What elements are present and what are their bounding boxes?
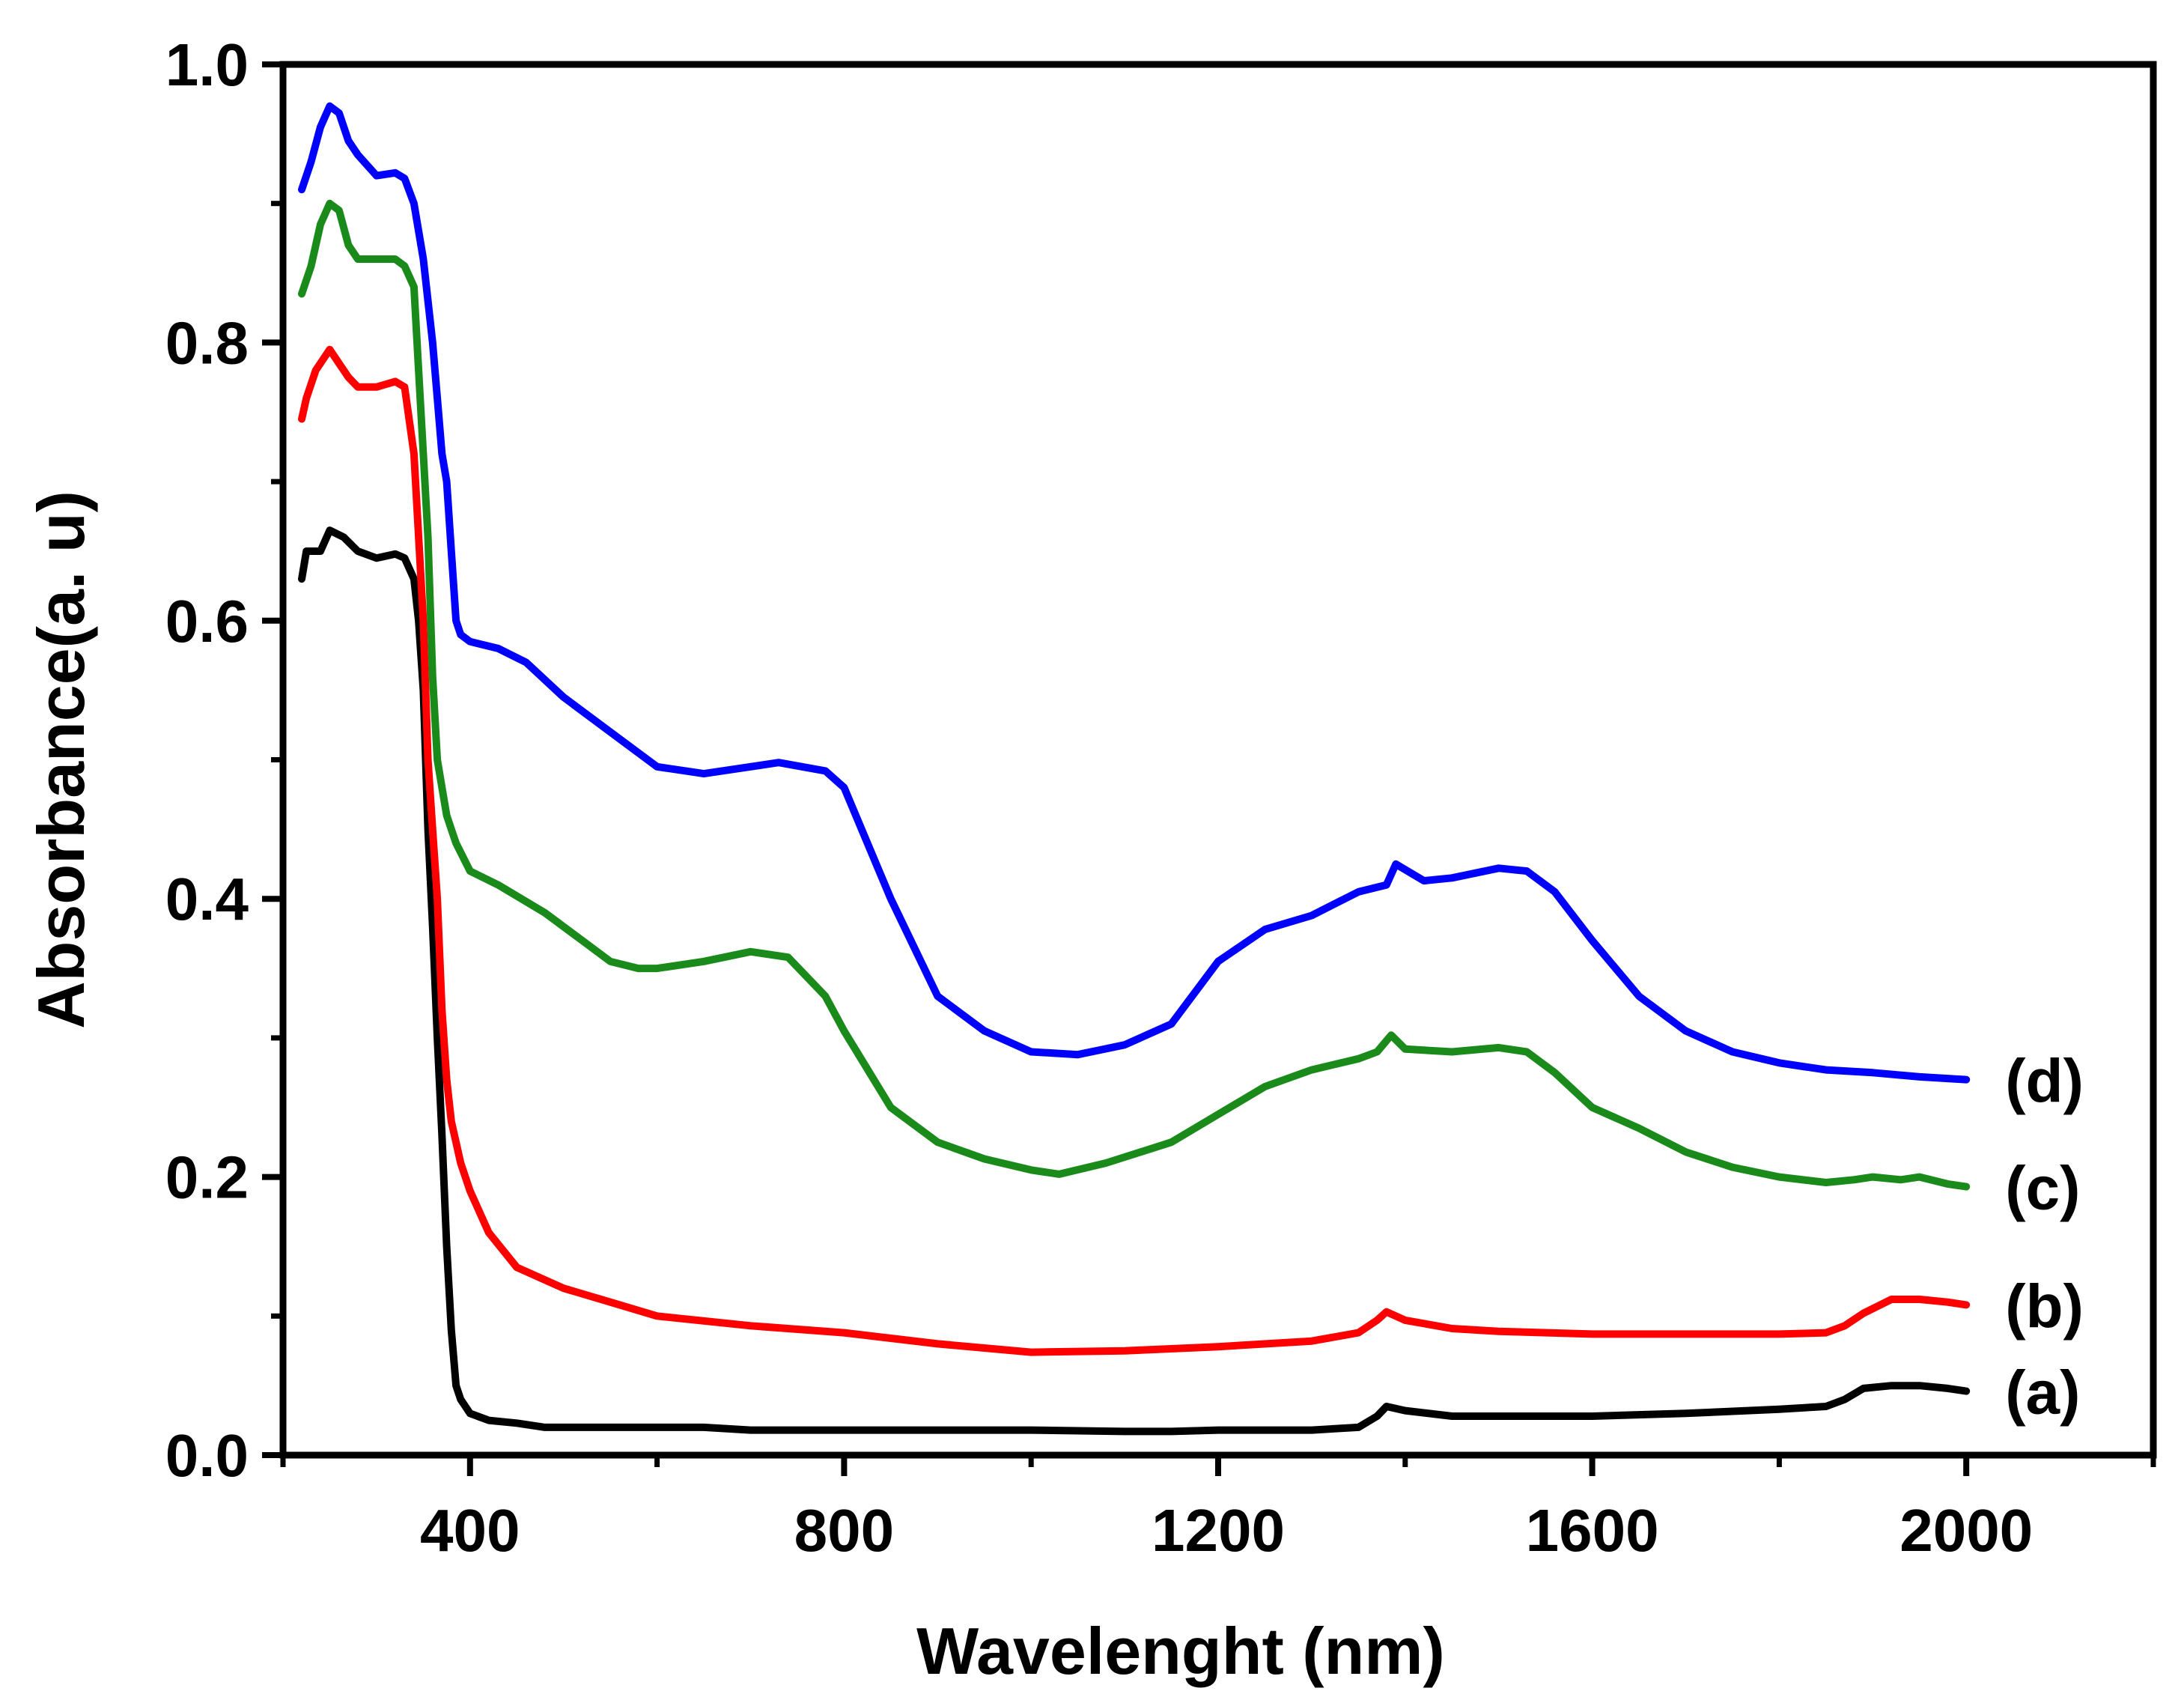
x-axis-title: Wavelenght (nm) <box>916 1614 1445 1688</box>
series-layer <box>298 102 1971 1436</box>
series-line-1 <box>298 526 1971 1436</box>
y-axis-title: Absorbance(a. u) <box>24 491 98 1029</box>
y-tick-label: 0.6 <box>165 588 249 655</box>
x-tick-label: 2000 <box>1899 1497 2033 1564</box>
y-tick-label: 0.4 <box>165 866 249 932</box>
ticks-layer <box>262 61 2156 1476</box>
plot-frame <box>279 61 2157 1459</box>
series-label: (b) <box>2005 1272 2084 1341</box>
series-line-2 <box>298 345 1971 1356</box>
x-tick-label: 400 <box>420 1497 520 1564</box>
x-tick-label: 1600 <box>1526 1497 1659 1564</box>
y-tick-label: 0.8 <box>165 309 249 376</box>
x-tick-label: 1200 <box>1152 1497 1285 1564</box>
series-label: (d) <box>2005 1048 2084 1116</box>
x-tick-label: 800 <box>794 1497 894 1564</box>
series-line-3 <box>298 199 1971 1191</box>
series-label: (a) <box>2005 1359 2080 1427</box>
series-label: (c) <box>2005 1155 2080 1223</box>
y-tick-label: 0.0 <box>165 1422 249 1489</box>
y-tick-label: 1.0 <box>165 31 249 98</box>
series-line-4 <box>298 102 1971 1084</box>
labels-layer: 400 800 1200 1600 2000 0.0 0.2 0.4 0.6 0.8 1.0 (a) (… <box>165 31 2084 1564</box>
y-tick-label: 0.2 <box>165 1144 249 1211</box>
